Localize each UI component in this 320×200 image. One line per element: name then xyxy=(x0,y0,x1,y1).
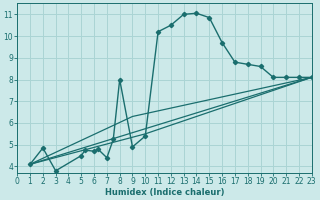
X-axis label: Humidex (Indice chaleur): Humidex (Indice chaleur) xyxy=(105,188,224,197)
